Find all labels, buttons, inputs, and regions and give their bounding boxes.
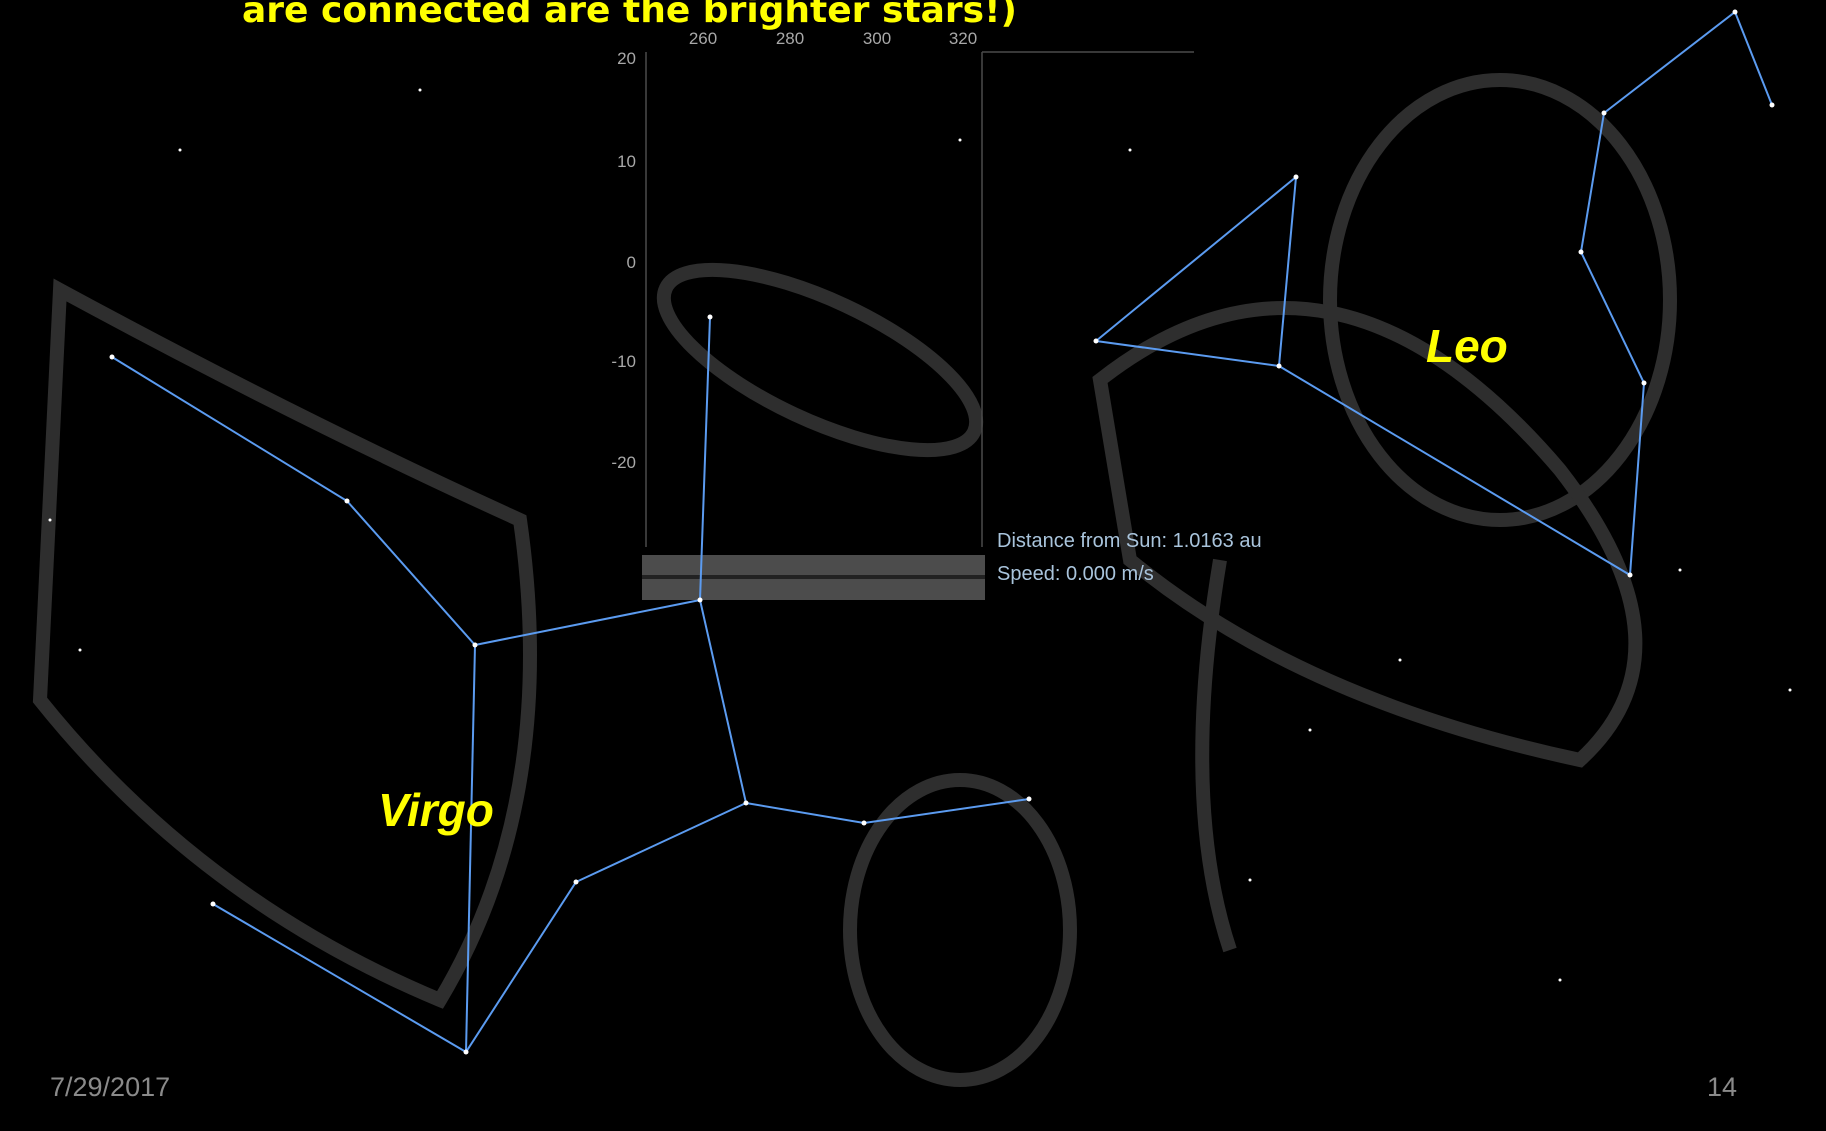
y-label: 0 <box>627 253 636 272</box>
virgo-lines <box>112 317 1029 1052</box>
y-label: -20 <box>611 453 636 472</box>
y-label: 20 <box>617 49 636 68</box>
slide-date: 7/29/2017 <box>50 1072 170 1102</box>
slide-title: are connected are the brighter stars!) <box>242 0 1017 31</box>
info-text: Speed: 0.000 m/s <box>997 563 1154 585</box>
slide: 20 10 0 -10 -20 260 280 300 320 Distance… <box>0 0 1826 1131</box>
x-label: 280 <box>776 29 804 48</box>
stars <box>49 89 1792 982</box>
info-text: Distance from Sun: 1.0163 au <box>997 530 1262 552</box>
coordinate-overlay: 20 10 0 -10 -20 260 280 300 320 Distance… <box>611 29 1261 600</box>
x-label: 320 <box>949 29 977 48</box>
y-label: 10 <box>617 152 636 171</box>
slide-number: 14 <box>1707 1072 1737 1102</box>
constellation-stars <box>110 10 1775 1055</box>
page: 20 10 0 -10 -20 260 280 300 320 Distance… <box>0 0 1826 1131</box>
y-label: -10 <box>611 352 636 371</box>
constellation-label: Leo <box>1426 320 1508 372</box>
constellation-label: Virgo <box>378 784 494 836</box>
x-label: 260 <box>689 29 717 48</box>
x-label: 300 <box>863 29 891 48</box>
